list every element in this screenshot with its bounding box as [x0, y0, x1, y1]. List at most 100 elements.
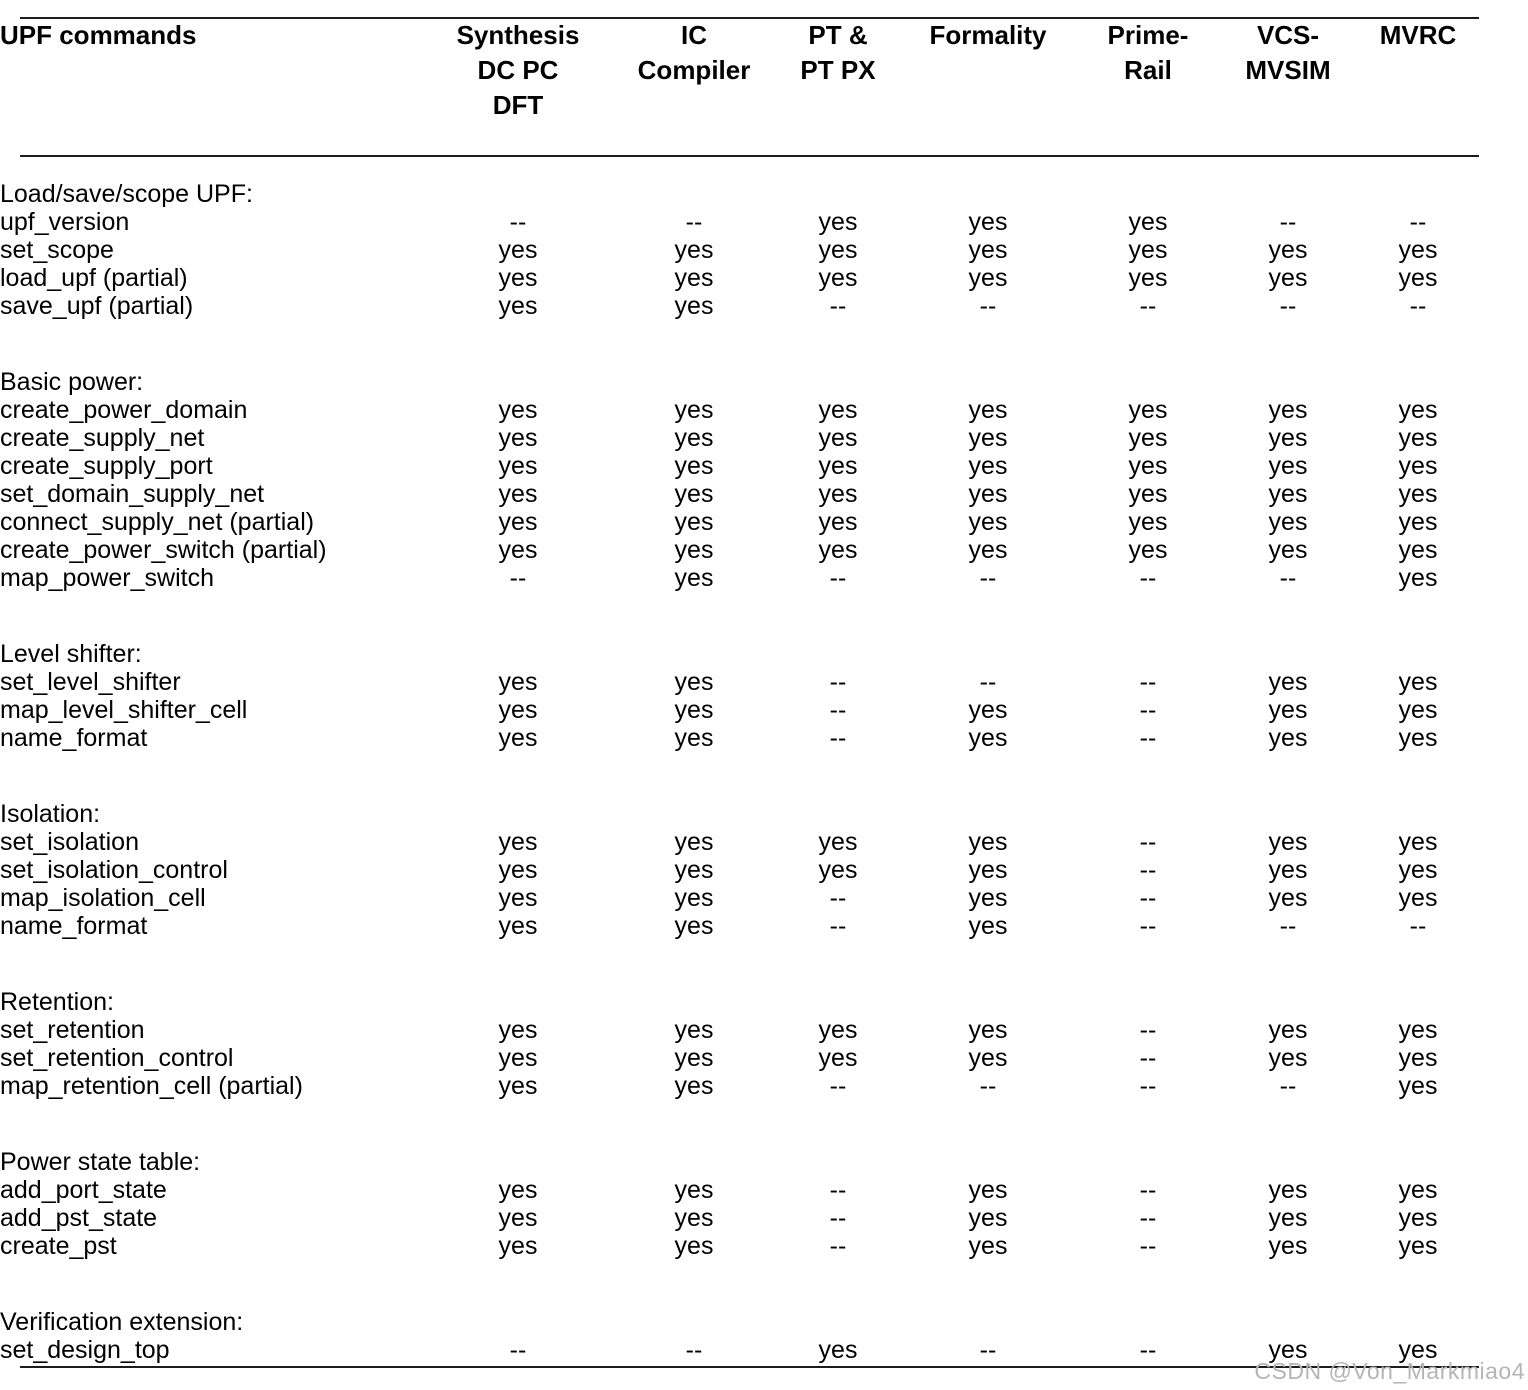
support-cell: -- [979, 292, 997, 320]
support-cell: yes [674, 884, 714, 912]
support-cell: -- [1279, 912, 1297, 940]
row-filler [1474, 724, 1528, 752]
command-cell: create_supply_port [0, 452, 213, 480]
support-cell: -- [509, 1336, 527, 1364]
table-row: set_design_top -- -- yes -- -- yes yes [0, 1336, 1528, 1364]
section-spacer [0, 592, 1528, 640]
command-cell: set_retention [0, 1016, 145, 1044]
support-cell: yes [1398, 564, 1438, 592]
support-cell: yes [498, 480, 538, 508]
support-cell: yes [968, 208, 1008, 236]
support-cell: yes [968, 264, 1008, 292]
support-cell: yes [1268, 1044, 1308, 1072]
table-row: add_port_state yes yes -- yes -- yes yes [0, 1176, 1528, 1204]
support-cell: yes [1268, 264, 1308, 292]
support-cell: yes [1128, 452, 1168, 480]
column-header-6: VCS- MVSIM [1245, 20, 1331, 85]
support-cell: yes [1398, 480, 1438, 508]
support-cell: -- [829, 1072, 847, 1100]
support-cell: yes [818, 828, 858, 856]
support-cell: -- [1279, 1072, 1297, 1100]
support-cell: yes [968, 724, 1008, 752]
support-cell: yes [1268, 424, 1308, 452]
table-row: map_power_switch -- yes -- -- -- -- yes [0, 564, 1528, 592]
section-spacer [0, 940, 1528, 988]
support-cell: yes [968, 884, 1008, 912]
support-cell: -- [1139, 1016, 1157, 1044]
support-cell: yes [498, 1072, 538, 1100]
support-cell: yes [1398, 828, 1438, 856]
section-title: Basic power: [0, 368, 144, 396]
support-cell: yes [1268, 236, 1308, 264]
support-cell: -- [829, 912, 847, 940]
table-row: set_level_shifter yes yes -- -- -- yes yes [0, 668, 1528, 696]
support-cell: yes [968, 696, 1008, 724]
command-cell: set_retention_control [0, 1044, 234, 1072]
support-cell: yes [498, 452, 538, 480]
support-cell: yes [1268, 396, 1308, 424]
support-cell: yes [1268, 508, 1308, 536]
command-cell: set_isolation [0, 828, 139, 856]
row-filler [1474, 424, 1528, 452]
support-cell: yes [674, 236, 714, 264]
row-filler [1474, 828, 1528, 856]
support-cell: yes [968, 1204, 1008, 1232]
command-cell: name_format [0, 724, 148, 752]
upf-support-table: UPF commands Synthesis DC PC DFT IC Compiler… [0, 18, 1528, 1364]
support-cell: yes [1128, 396, 1168, 424]
support-cell: yes [1398, 1336, 1438, 1364]
support-cell: yes [498, 856, 538, 884]
column-header-2: IC Compiler [637, 20, 751, 85]
command-cell: upf_version [0, 208, 130, 236]
table-row: set_retention yes yes yes yes -- yes yes [0, 1016, 1528, 1044]
section-title: Isolation: [0, 800, 101, 828]
command-column-header: UPF commands [0, 20, 197, 50]
support-cell: yes [818, 236, 858, 264]
command-cell: set_design_top [0, 1336, 170, 1364]
support-cell: -- [1139, 564, 1157, 592]
row-filler [1474, 396, 1528, 424]
table-row: save_upf (partial) yes yes -- -- -- -- -- [0, 292, 1528, 320]
column-header-5: Prime- Rail [1107, 20, 1189, 85]
support-cell: yes [968, 480, 1008, 508]
command-cell: set_level_shifter [0, 668, 181, 696]
table-row: set_domain_supply_net yes yes yes yes yes yes y… [0, 480, 1528, 508]
support-cell: yes [818, 396, 858, 424]
command-cell: map_power_switch [0, 564, 214, 592]
row-filler [1474, 1176, 1528, 1204]
section-spacer [0, 1100, 1528, 1148]
support-cell: yes [1398, 236, 1438, 264]
support-cell: yes [968, 1044, 1008, 1072]
table-row: set_retention_control yes yes yes yes -- yes ye… [0, 1044, 1528, 1072]
support-cell: yes [1268, 1204, 1308, 1232]
support-cell: yes [1268, 536, 1308, 564]
command-cell: map_level_shifter_cell [0, 696, 248, 724]
table-row: name_format yes yes -- yes -- -- -- [0, 912, 1528, 940]
support-cell: yes [674, 1204, 714, 1232]
support-cell: yes [818, 856, 858, 884]
support-cell: yes [968, 912, 1008, 940]
support-cell: yes [968, 396, 1008, 424]
support-cell: yes [674, 668, 714, 696]
support-cell: -- [829, 696, 847, 724]
support-cell: -- [829, 1232, 847, 1260]
support-cell: -- [685, 1336, 703, 1364]
support-cell: yes [674, 828, 714, 856]
watermark: CSDN @Von_Markmiao4 [1254, 1358, 1525, 1384]
support-cell: -- [829, 564, 847, 592]
command-cell: add_pst_state [0, 1204, 158, 1232]
table-row: set_isolation_control yes yes yes yes -- yes ye… [0, 856, 1528, 884]
support-cell: yes [674, 696, 714, 724]
section-spacer [0, 320, 1528, 368]
support-cell: yes [1268, 668, 1308, 696]
support-cell: yes [498, 292, 538, 320]
support-cell: yes [1128, 480, 1168, 508]
row-filler [1474, 668, 1528, 696]
support-cell: yes [1268, 1176, 1308, 1204]
row-filler [1474, 480, 1528, 508]
table-row: create_power_switch (partial) yes yes yes ye… [0, 536, 1528, 564]
support-cell: yes [498, 1232, 538, 1260]
support-cell: -- [829, 668, 847, 696]
command-cell: connect_supply_net (partial) [0, 508, 315, 536]
